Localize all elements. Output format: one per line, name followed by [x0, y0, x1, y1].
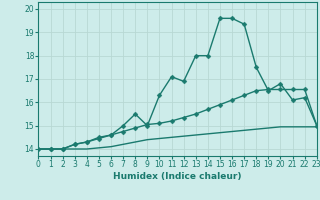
X-axis label: Humidex (Indice chaleur): Humidex (Indice chaleur) — [113, 172, 242, 181]
